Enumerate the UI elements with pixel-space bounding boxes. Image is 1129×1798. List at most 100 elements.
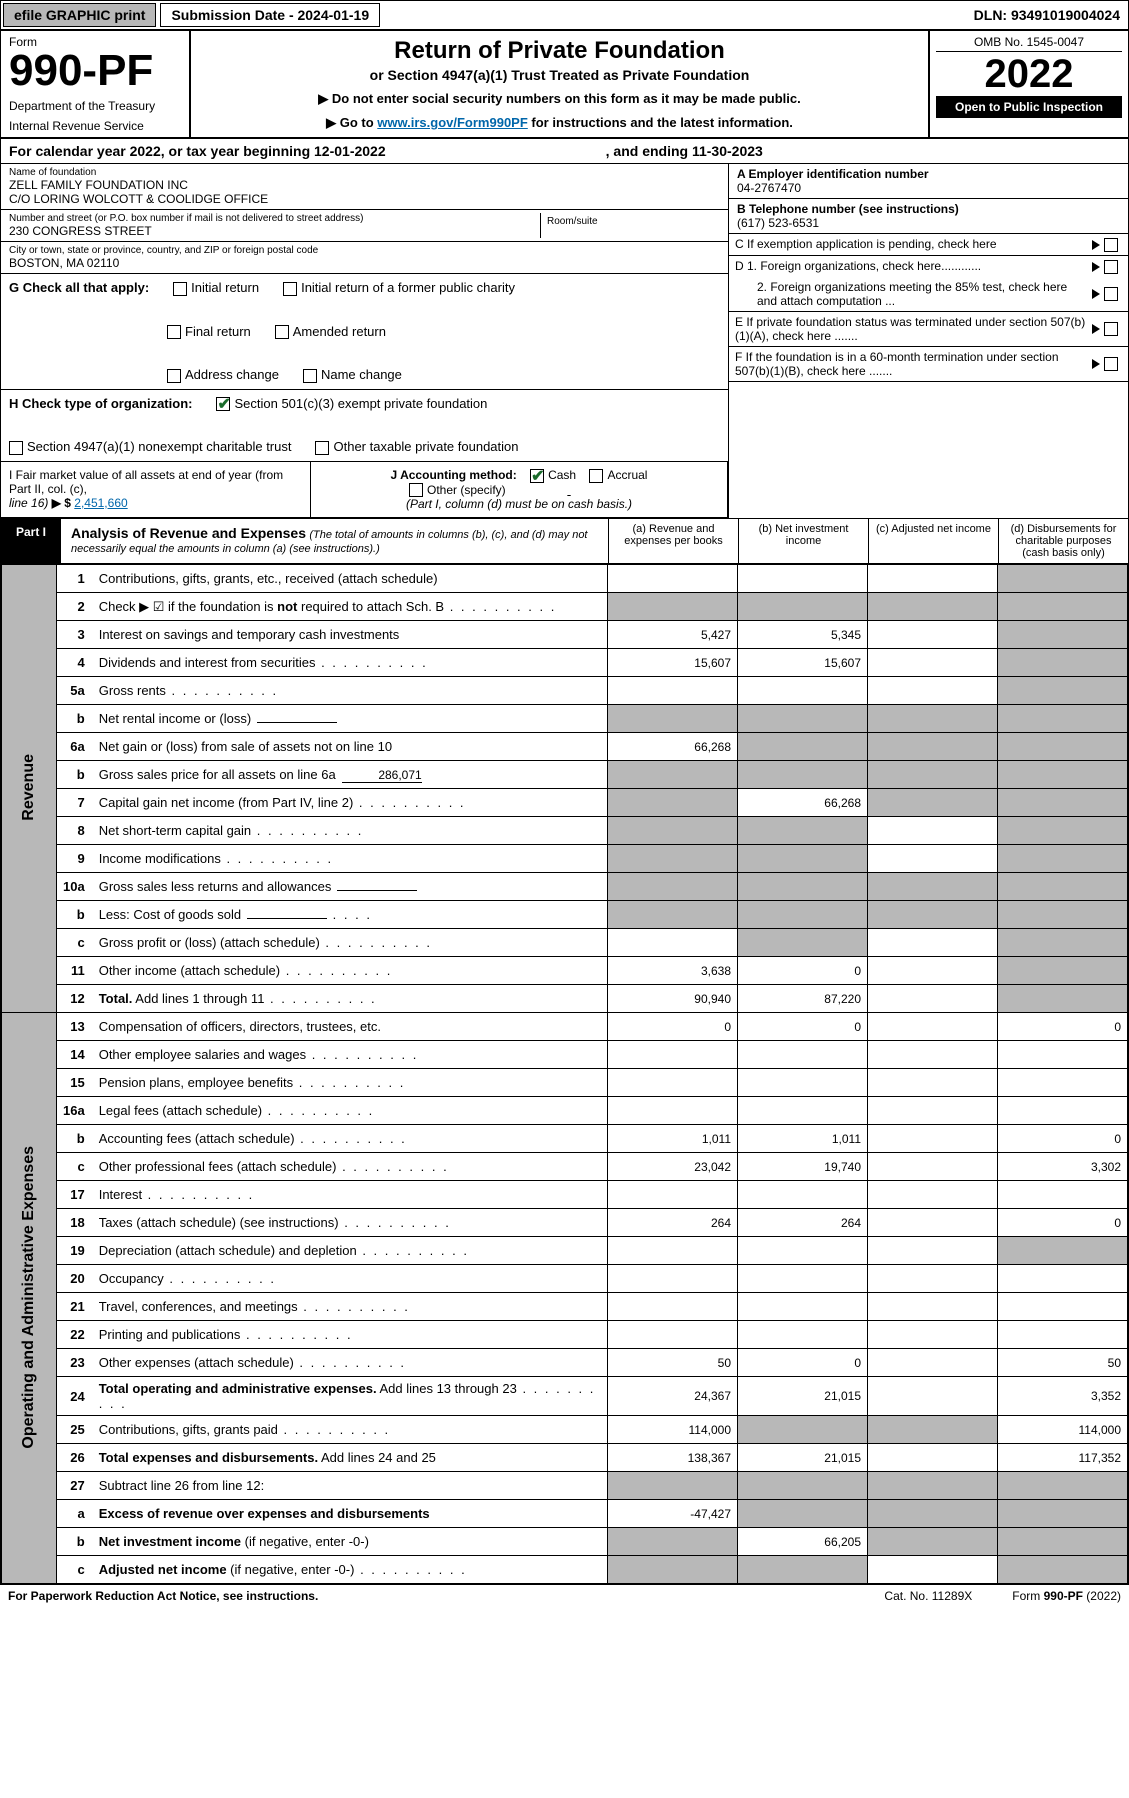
d2-label: 2. Foreign organizations meeting the 85%…	[735, 280, 1086, 308]
row-label: Accounting fees (attach schedule)	[93, 1125, 608, 1153]
part1-table: Revenue1Contributions, gifts, grants, et…	[1, 564, 1128, 1584]
row-label: Capital gain net income (from Part IV, l…	[93, 789, 608, 817]
table-row: aExcess of revenue over expenses and dis…	[2, 1500, 1128, 1528]
amount-cell	[998, 957, 1128, 985]
amount-cell	[868, 1237, 998, 1265]
foundation-name-1: ZELL FAMILY FOUNDATION INC	[9, 178, 720, 192]
phone-value: (617) 523-6531	[737, 216, 1120, 230]
h-4947[interactable]: Section 4947(a)(1) nonexempt charitable …	[9, 439, 291, 455]
addr-label: Number and street (or P.O. box number if…	[9, 213, 540, 224]
amount-cell	[608, 1237, 738, 1265]
d1-checkbox[interactable]	[1104, 260, 1118, 274]
row-number: 8	[57, 817, 93, 845]
amount-cell	[868, 1500, 998, 1528]
c-checkbox[interactable]	[1104, 238, 1118, 252]
f-checkbox[interactable]	[1104, 357, 1118, 371]
goto-prefix: ▶ Go to	[326, 115, 377, 130]
amount-cell	[998, 1556, 1128, 1584]
amount-cell	[608, 593, 738, 621]
row-number: 9	[57, 845, 93, 873]
row-number: 27	[57, 1472, 93, 1500]
efile-print-button[interactable]: efile GRAPHIC print	[3, 3, 156, 27]
col-a-header: (a) Revenue and expenses per books	[608, 519, 738, 563]
amount-cell: 15,607	[608, 649, 738, 677]
h-other-taxable[interactable]: Other taxable private foundation	[315, 439, 518, 455]
amount-cell	[738, 901, 868, 929]
table-row: 26Total expenses and disbursements. Add …	[2, 1444, 1128, 1472]
row-label: Travel, conferences, and meetings	[93, 1293, 608, 1321]
amount-cell	[738, 1500, 868, 1528]
e-checkbox[interactable]	[1104, 322, 1118, 336]
note-ssn: ▶ Do not enter social security numbers o…	[199, 91, 920, 107]
part1-badge: Part I	[1, 519, 61, 563]
form-number: 990-PF	[9, 49, 181, 93]
irs-label: Internal Revenue Service	[9, 119, 181, 133]
col-b-header: (b) Net investment income	[738, 519, 868, 563]
amount-cell	[998, 649, 1128, 677]
form-subtitle: or Section 4947(a)(1) Trust Treated as P…	[199, 67, 920, 83]
amount-cell	[998, 705, 1128, 733]
amount-cell: 50	[998, 1349, 1128, 1377]
amount-cell	[868, 1013, 998, 1041]
amount-cell: 66,268	[608, 733, 738, 761]
table-row: 4Dividends and interest from securities1…	[2, 649, 1128, 677]
omb-number: OMB No. 1545-0047	[936, 35, 1122, 52]
amount-cell: 264	[608, 1209, 738, 1237]
table-row: 23Other expenses (attach schedule)50050	[2, 1349, 1128, 1377]
amount-cell	[868, 1472, 998, 1500]
amount-cell	[868, 677, 998, 705]
h-501c3[interactable]: Section 501(c)(3) exempt private foundat…	[216, 396, 487, 412]
row-number: 5a	[57, 677, 93, 705]
goto-suffix: for instructions and the latest informat…	[528, 115, 793, 130]
row-label: Net short-term capital gain	[93, 817, 608, 845]
row-label: Total operating and administrative expen…	[93, 1377, 608, 1416]
table-row: 17Interest	[2, 1181, 1128, 1209]
amount-cell: 114,000	[998, 1416, 1128, 1444]
city-label: City or town, state or province, country…	[9, 245, 720, 256]
row-label: Net investment income (if negative, ente…	[93, 1528, 608, 1556]
j-accrual[interactable]: Accrual	[589, 468, 647, 482]
roomsuite-cell: Room/suite	[540, 213, 720, 238]
c-row: C If exemption application is pending, c…	[729, 234, 1128, 256]
g-final-return[interactable]: Final return	[167, 324, 251, 340]
g-name-change[interactable]: Name change	[303, 367, 402, 383]
i-j-row: I Fair market value of all assets at end…	[1, 462, 728, 519]
foundation-name-cell: Name of foundation ZELL FAMILY FOUNDATIO…	[1, 164, 728, 210]
row-label: Dividends and interest from securities	[93, 649, 608, 677]
table-row: 22Printing and publications	[2, 1321, 1128, 1349]
topbar: efile GRAPHIC print Submission Date - 20…	[1, 1, 1128, 31]
h-row: H Check type of organization: Section 50…	[1, 390, 728, 462]
amount-cell	[998, 1069, 1128, 1097]
amount-cell: 0	[738, 957, 868, 985]
row-label: Contributions, gifts, grants, etc., rece…	[93, 565, 608, 593]
g-amended-return[interactable]: Amended return	[275, 324, 386, 340]
j-other[interactable]: Other (specify)	[319, 483, 719, 498]
amount-cell	[868, 817, 998, 845]
g-initial-return[interactable]: Initial return	[173, 280, 259, 296]
row-label: Gross sales less returns and allowances	[93, 873, 608, 901]
pra-notice: For Paperwork Reduction Act Notice, see …	[8, 1589, 318, 1603]
g-address-change[interactable]: Address change	[167, 367, 279, 383]
amount-cell: 5,427	[608, 621, 738, 649]
row-number: 18	[57, 1209, 93, 1237]
row-number: 12	[57, 985, 93, 1013]
amount-cell	[868, 901, 998, 929]
dln: DLN: 93491019004024	[966, 3, 1128, 27]
right-checks: C If exemption application is pending, c…	[729, 234, 1128, 382]
d2-checkbox[interactable]	[1104, 287, 1118, 301]
amount-cell: 21,015	[738, 1444, 868, 1472]
amount-cell: 1,011	[738, 1125, 868, 1153]
g-initial-former[interactable]: Initial return of a former public charit…	[283, 280, 515, 296]
amount-cell: 87,220	[738, 985, 868, 1013]
j-cash[interactable]: Cash	[530, 468, 576, 482]
row-label: Interest on savings and temporary cash i…	[93, 621, 608, 649]
amount-cell	[738, 845, 868, 873]
table-row: 9Income modifications	[2, 845, 1128, 873]
e-row: E If private foundation status was termi…	[729, 312, 1128, 347]
table-row: 16aLegal fees (attach schedule)	[2, 1097, 1128, 1125]
table-row: 18Taxes (attach schedule) (see instructi…	[2, 1209, 1128, 1237]
form990pf-link[interactable]: www.irs.gov/Form990PF	[377, 115, 528, 130]
row-label: Gross profit or (loss) (attach schedule)	[93, 929, 608, 957]
amount-cell	[738, 1556, 868, 1584]
amount-cell	[608, 873, 738, 901]
